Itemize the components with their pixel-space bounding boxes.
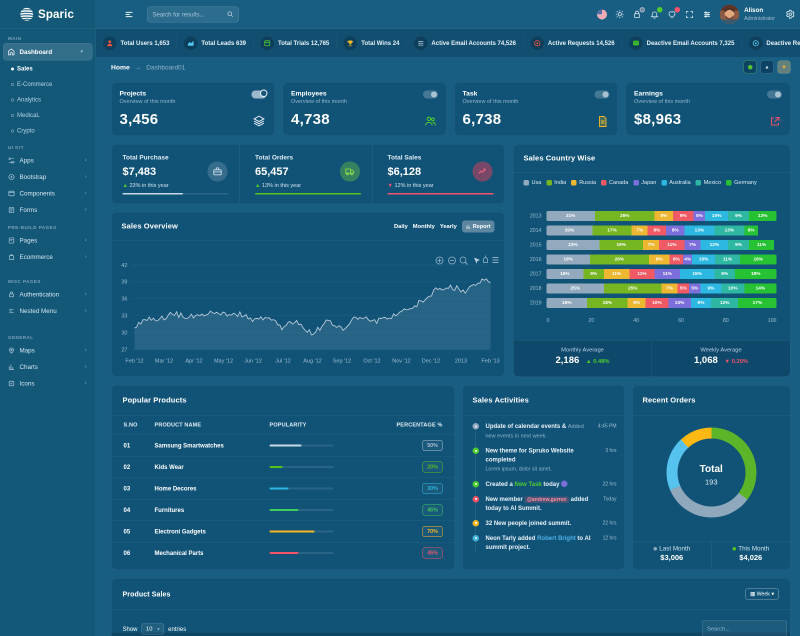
svg-text:36: 36 <box>121 297 127 303</box>
svg-text:Jun '12: Jun '12 <box>244 359 262 365</box>
svg-text:Mar '12: Mar '12 <box>155 359 173 365</box>
svg-text:Dec '12: Dec '12 <box>422 359 440 365</box>
svg-text:42: 42 <box>121 263 127 269</box>
svg-text:2013: 2013 <box>455 359 467 365</box>
svg-text:33: 33 <box>121 313 127 319</box>
svg-text:27: 27 <box>121 347 127 353</box>
svg-text:Feb '13: Feb '13 <box>481 359 499 365</box>
svg-text:Nov '12: Nov '12 <box>392 359 410 365</box>
svg-text:30: 30 <box>121 330 127 336</box>
svg-text:Sep '12: Sep '12 <box>333 359 351 365</box>
svg-text:Aug '12: Aug '12 <box>303 359 321 365</box>
svg-text:Apr '12: Apr '12 <box>185 359 202 365</box>
svg-text:39: 39 <box>121 280 127 286</box>
svg-text:May '12: May '12 <box>214 359 233 365</box>
svg-text:Feb '12: Feb '12 <box>125 359 143 365</box>
svg-text:Jul '12: Jul '12 <box>275 359 291 365</box>
svg-text:Oct '12: Oct '12 <box>363 359 380 365</box>
